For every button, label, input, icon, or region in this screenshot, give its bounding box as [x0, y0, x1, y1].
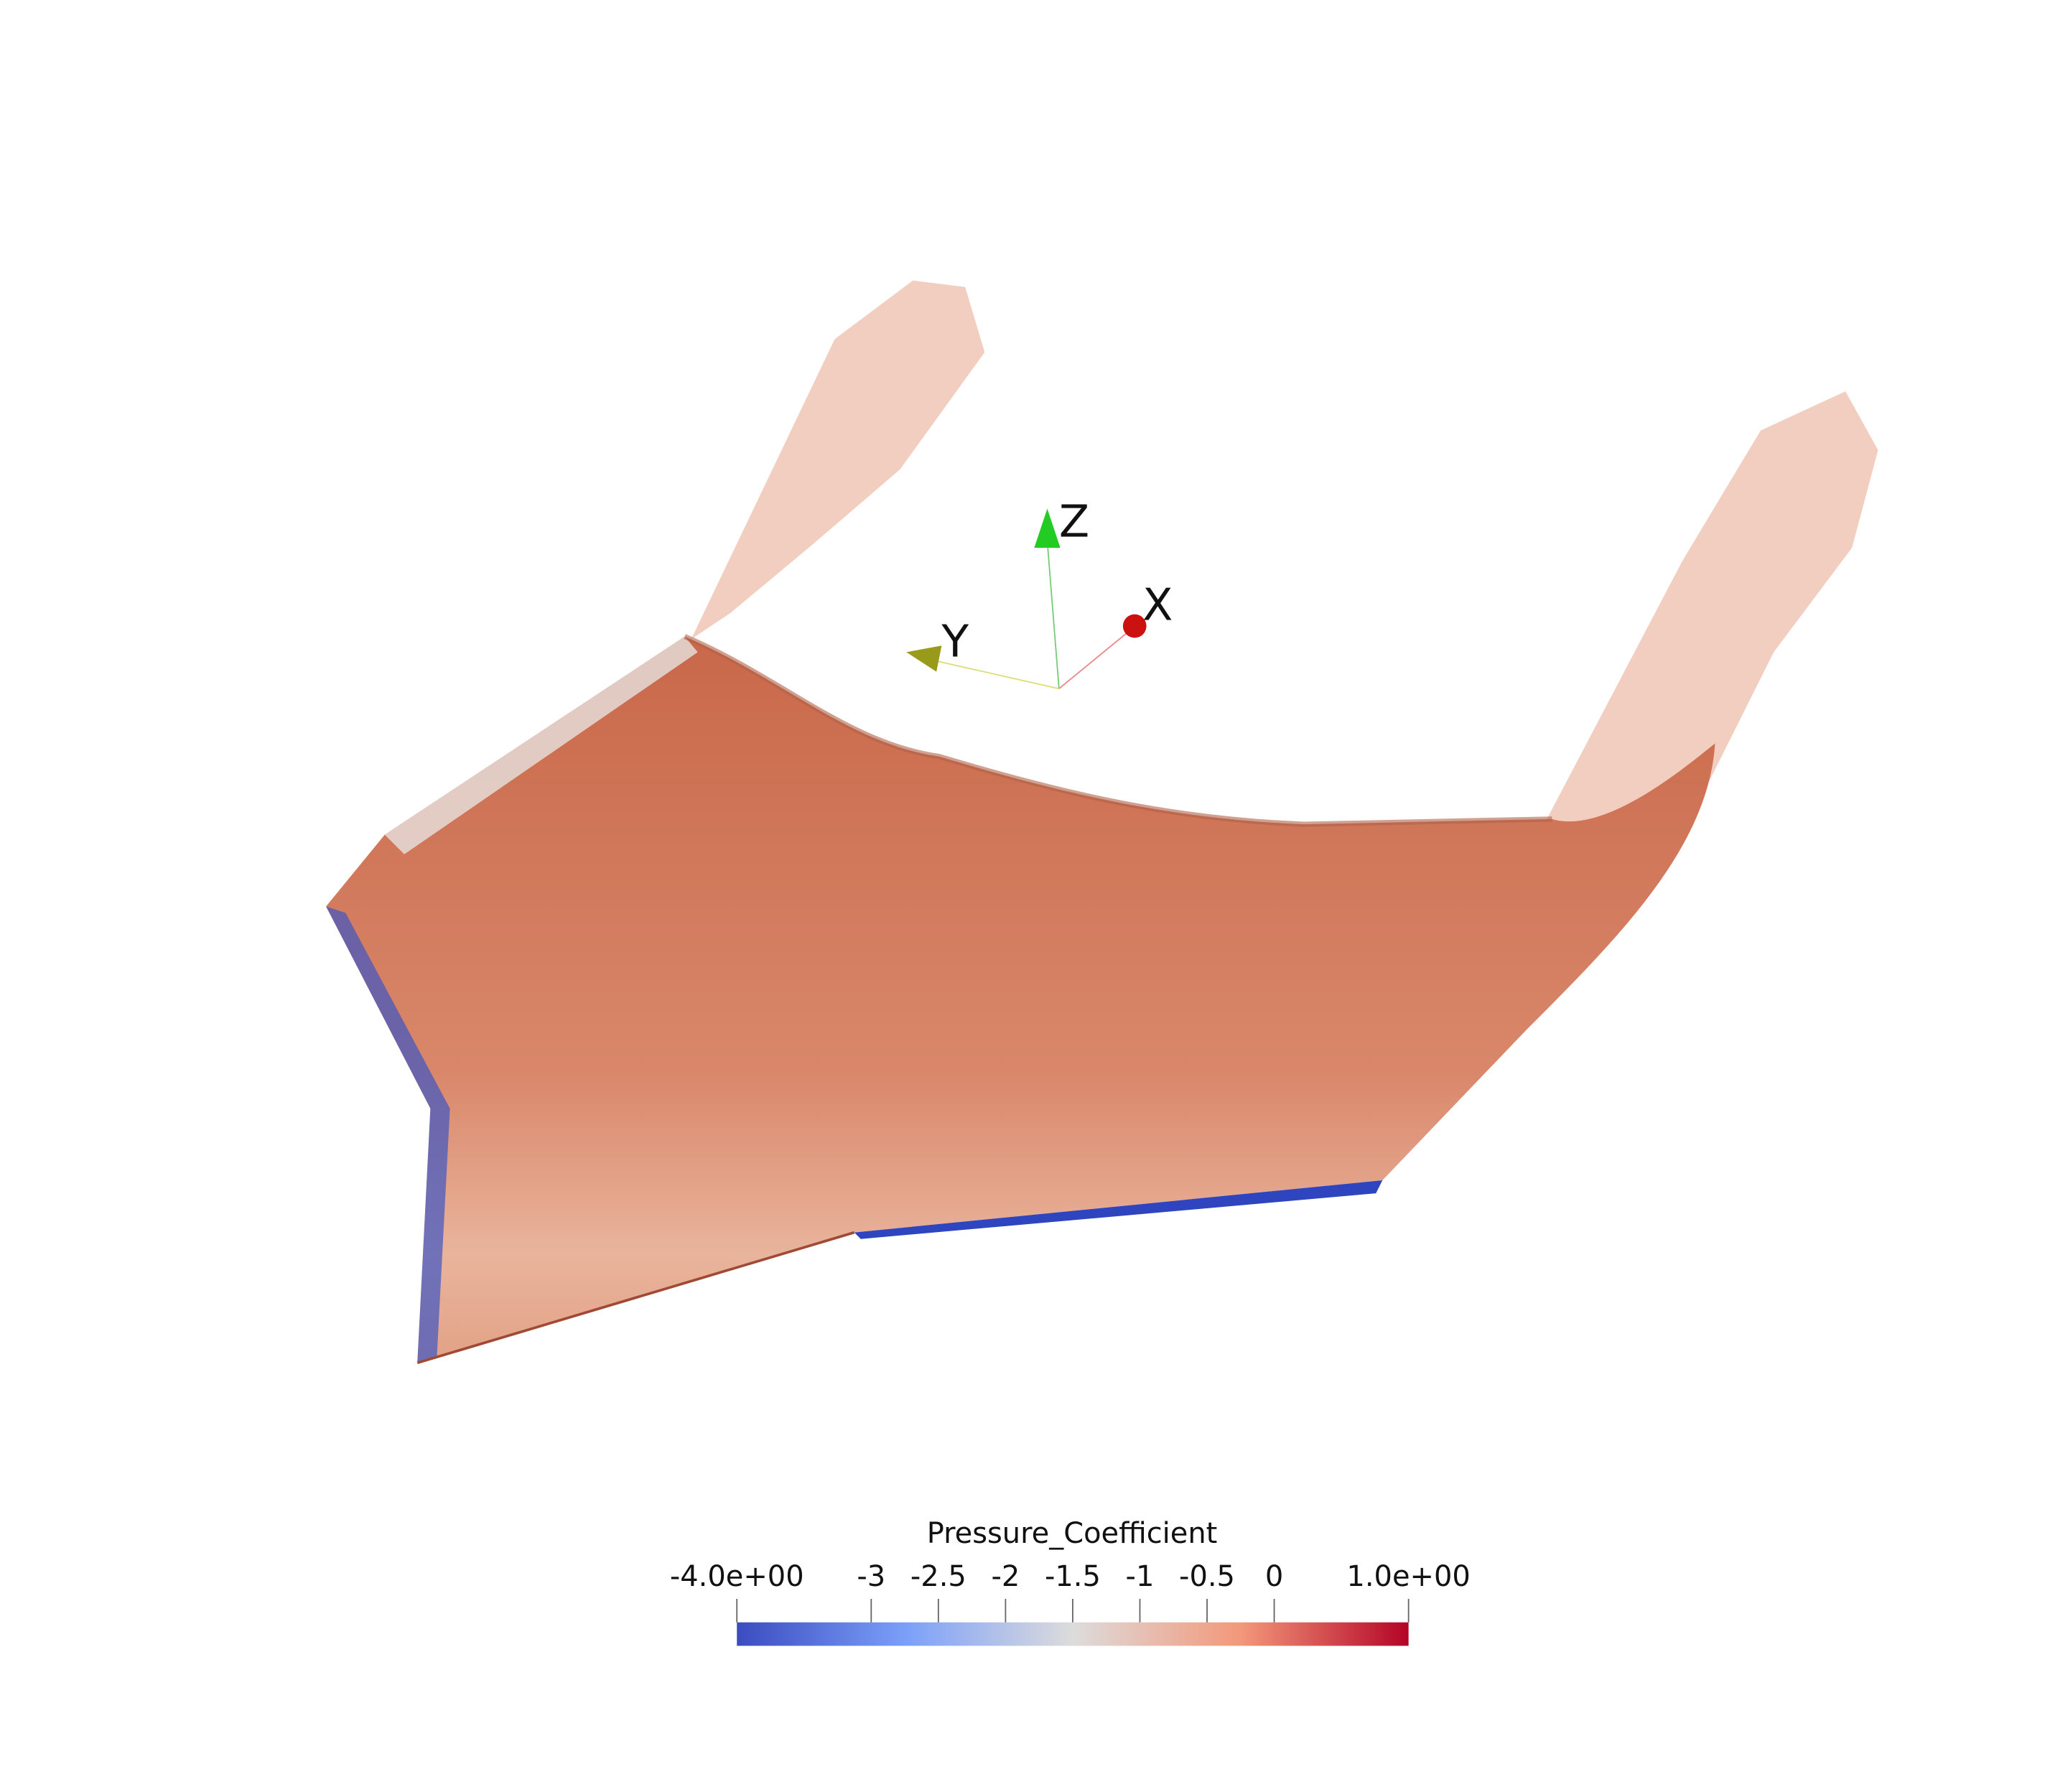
color-legend: Pressure_Coefficient -4.0e+00 1.0e+00 -3 -2… [670, 1517, 1471, 1646]
tick-label: 0 [1265, 1560, 1283, 1593]
tick-label: -0.5 [1179, 1560, 1235, 1593]
tick-label: -3 [857, 1560, 885, 1593]
color-bar [737, 1622, 1409, 1646]
tick-label: -1 [1126, 1560, 1155, 1593]
legend-title: Pressure_Coefficient [927, 1517, 1218, 1550]
surface [326, 280, 1878, 1364]
tick-label: -2.5 [910, 1560, 966, 1593]
tick-label: -1.5 [1045, 1560, 1101, 1593]
tick-label: -2 [991, 1560, 1020, 1593]
orientation-axes: Z X Y [906, 495, 1173, 690]
axis-label: Z [1059, 495, 1089, 547]
axis-label: X [1142, 579, 1173, 631]
tick-label: -4.0e+00 [670, 1560, 804, 1593]
axis-label: Y [941, 616, 969, 668]
tick-label: 1.0e+00 [1346, 1560, 1470, 1593]
